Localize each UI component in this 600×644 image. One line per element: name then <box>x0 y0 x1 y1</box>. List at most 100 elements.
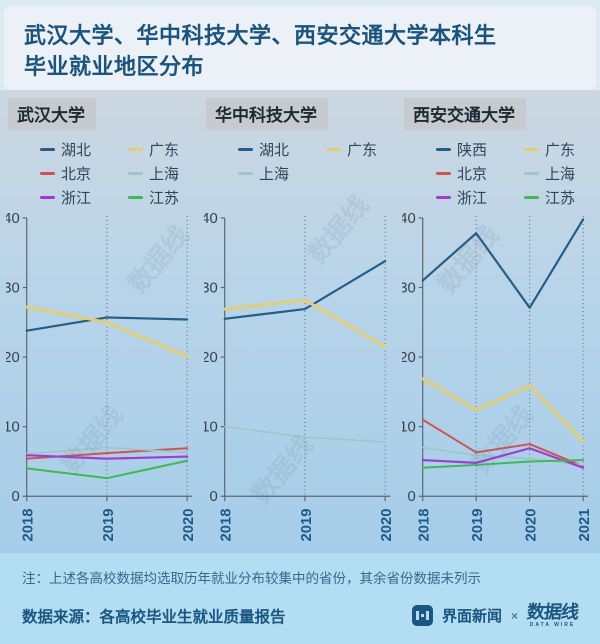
legend-item-广东: 广东 <box>128 139 216 160</box>
y-tick-label: 0 <box>12 489 20 505</box>
legend-swatch-icon <box>436 195 451 199</box>
legend-item-上海: 上海 <box>238 163 326 184</box>
legend: 陕西 广东北京 上海浙江 江苏 <box>436 137 592 210</box>
x-year-label: 2018 <box>21 509 37 542</box>
title-card: 武汉大学、华中科技大学、西安交通大学本科生 毕业就业地区分布 <box>4 6 596 90</box>
legend-swatch-icon <box>238 147 253 151</box>
page-title-line2: 毕业就业地区分布 <box>24 54 205 80</box>
legend: 湖北 广东 北京 上海 浙江 江苏 <box>40 137 196 210</box>
line-chart: 0 10 20 30 40 2018 2019 2020 <box>204 212 394 542</box>
jiemian-news-icon <box>411 605 433 626</box>
legend-label: 广东 <box>347 141 378 159</box>
legend-swatch-icon <box>436 147 451 151</box>
legend-label: 浙江 <box>457 189 488 207</box>
x-year-label: 2019 <box>101 509 117 542</box>
legend-label: 北京 <box>61 165 92 183</box>
legend-item-浙江: 浙江 <box>40 187 128 208</box>
legend-item-江苏: 江苏 <box>128 187 216 208</box>
x-year-label: 2021 <box>577 509 592 542</box>
legend-label: 上海 <box>259 165 290 183</box>
legend-item-江苏: 江苏 <box>524 187 600 208</box>
legend-swatch-icon <box>128 171 143 175</box>
legend-item-湖北: 湖北 <box>40 139 128 160</box>
panel-title: 西安交通大学 <box>404 98 526 130</box>
y-tick-label: 20 <box>6 350 20 366</box>
y-tick-label: 0 <box>408 489 416 505</box>
legend-label: 北京 <box>457 165 488 183</box>
legend-item-广东: 广东 <box>326 139 414 160</box>
legend-swatch-icon <box>436 171 451 175</box>
legend-item-上海: 上海 <box>128 163 216 184</box>
series-line-湖北 <box>223 260 387 321</box>
legend-item-北京: 北京 <box>436 163 524 184</box>
legend-label: 江苏 <box>545 189 576 207</box>
datawire-logo-text: 数据线 <box>525 602 580 622</box>
footer: 注：上述各高校数据均选取历年就业分布较集中的省份，其余省份数据未列示 数据来源：… <box>0 553 600 644</box>
y-tick-label: 40 <box>402 212 416 227</box>
legend-label: 湖北 <box>259 141 290 159</box>
series-line-浙江 <box>421 447 585 470</box>
y-tick-label: 30 <box>204 281 218 297</box>
y-tick-label: 10 <box>204 420 218 436</box>
cross-icon: × <box>510 608 518 623</box>
legend-swatch-icon <box>524 147 539 151</box>
y-tick-label: 30 <box>402 281 416 297</box>
x-year-label: 2020 <box>181 509 196 542</box>
legend-label: 湖北 <box>61 141 92 159</box>
panel-title: 华中科技大学 <box>206 98 328 130</box>
series-line-广东 <box>25 305 189 359</box>
series-line-上海 <box>25 447 188 455</box>
legend-label: 江苏 <box>149 189 180 207</box>
legend-swatch-icon <box>238 171 253 175</box>
y-tick-label: 40 <box>6 212 20 227</box>
series-line-浙江 <box>25 454 189 461</box>
legend-label: 上海 <box>545 165 576 183</box>
line-chart: 0 10 20 30 40 2018 2019 2020 2021 <box>402 212 592 542</box>
page-title: 武汉大学、华中科技大学、西安交通大学本科生 毕业就业地区分布 <box>24 20 576 82</box>
series-line-江苏 <box>421 459 585 470</box>
x-year-label: 2018 <box>417 509 433 542</box>
charts-row: 武汉大学 湖北 广东 北京 上海 浙江 江苏 0 10 20 30 40 2018 2019 2020 … <box>0 90 600 553</box>
legend-swatch-icon <box>524 171 539 175</box>
footnote: 注：上述各高校数据均选取历年就业分布较集中的省份，其余省份数据未列示 <box>22 571 481 586</box>
series-line-上海 <box>421 447 584 467</box>
series-line-北京 <box>421 419 585 468</box>
y-tick-label: 0 <box>210 489 218 505</box>
source-row: 数据来源：各高校毕业生就业质量报告 界面新闻 × 数据线 DATA WIRE <box>16 602 584 628</box>
y-tick-label: 20 <box>204 350 218 366</box>
x-year-label: 2019 <box>470 509 486 542</box>
chart-panel: 武汉大学 湖北 广东 北京 上海 浙江 江苏 0 10 20 30 40 2018 2019 2020 <box>2 98 200 553</box>
y-tick-label: 30 <box>6 281 20 297</box>
x-year-label: 2020 <box>379 509 394 542</box>
legend-label: 广东 <box>149 141 180 159</box>
legend-label: 陕西 <box>457 141 488 159</box>
x-year-label: 2018 <box>219 509 235 542</box>
series-line-陕西 <box>421 218 585 310</box>
datawire-logo-subtext: DATA WIRE <box>529 622 576 628</box>
y-tick-label: 10 <box>6 420 20 436</box>
legend-swatch-icon <box>524 195 539 199</box>
legend-swatch-icon <box>40 171 55 175</box>
legend-item-北京: 北京 <box>40 163 128 184</box>
series-line-江苏 <box>25 460 189 480</box>
panel-title: 武汉大学 <box>8 98 96 130</box>
series-line-上海 <box>223 426 386 444</box>
legend-label: 浙江 <box>61 189 92 207</box>
series-line-广东 <box>223 298 387 349</box>
legend-item-湖北: 湖北 <box>238 139 326 160</box>
legend-item-陕西: 陕西 <box>436 139 524 160</box>
chart-panel: 华中科技大学 湖北 广东 上海 0 10 20 30 40 2018 2019 2020 <box>200 98 398 553</box>
y-tick-label: 40 <box>204 212 218 227</box>
data-source: 数据来源：各高校毕业生就业质量报告 <box>22 608 286 626</box>
chart-panel: 西安交通大学 陕西 广东 北京 上海 浙江 江苏 0 10 20 30 40 2018 2019 202… <box>398 98 596 553</box>
legend-item-浙江: 浙江 <box>436 187 524 208</box>
legend-swatch-icon <box>40 147 55 151</box>
legend-swatch-icon <box>326 147 341 151</box>
y-tick-label: 20 <box>402 350 416 366</box>
brand-logos: 界面新闻 × 数据线 DATA WIRE <box>411 602 580 628</box>
legend-swatch-icon <box>128 195 143 199</box>
legend-item-广东: 广东 <box>524 139 600 160</box>
legend-label: 广东 <box>545 141 576 159</box>
legend-swatch-icon <box>40 195 55 199</box>
